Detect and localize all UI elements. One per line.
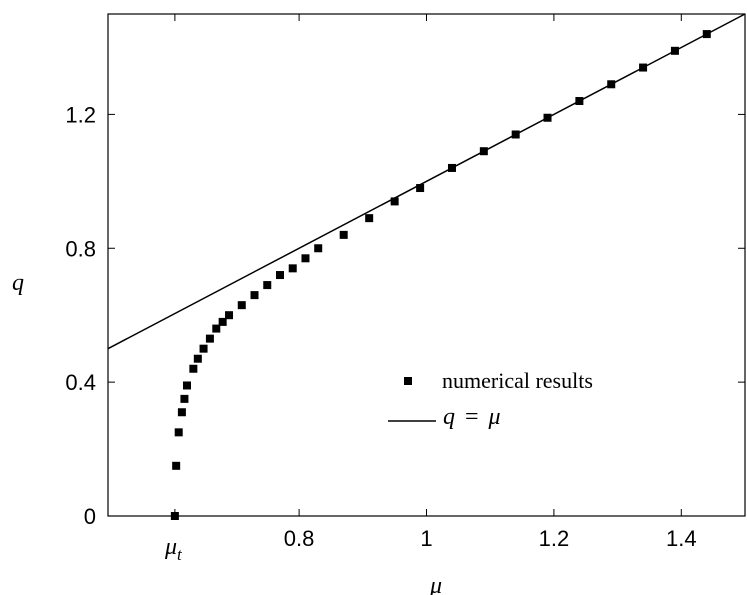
data-point — [218, 317, 227, 326]
legend-label-lhs: q — [443, 404, 455, 430]
data-point — [189, 364, 198, 373]
y-tick-label: 0.8 — [65, 236, 96, 261]
x-axis-label: μ — [429, 573, 442, 595]
data-point — [301, 254, 310, 263]
x-annotation-label: μt — [164, 534, 183, 564]
axes — [107, 13, 746, 517]
ticks: 0.8 1 1.2 1.4 0 0.4 0.8 1.2 — [65, 14, 745, 551]
data-point — [182, 381, 191, 390]
y-tick-label: 0 — [84, 504, 96, 529]
data-point — [263, 281, 272, 290]
x-annotation-mu-t: μt — [164, 534, 183, 564]
legend-label-eq: = — [465, 404, 479, 430]
data-point — [177, 408, 186, 417]
x-tick-label: 0.8 — [284, 526, 315, 551]
data-point — [174, 428, 183, 437]
data-point — [275, 271, 284, 280]
data-point — [416, 184, 425, 193]
plot-frame — [107, 13, 746, 517]
data-point — [170, 512, 179, 520]
data-point — [237, 301, 246, 310]
data-point — [193, 354, 202, 363]
data-point — [250, 291, 259, 300]
x-tick-label: 1.2 — [539, 526, 570, 551]
data-point — [205, 334, 214, 343]
x-annotation-subscript: t — [177, 545, 183, 564]
data-point — [314, 244, 323, 253]
x-tick-label: 1 — [420, 526, 432, 551]
data-point — [212, 324, 221, 333]
y-tick-label: 0.4 — [65, 370, 96, 395]
data-point — [172, 461, 181, 470]
data-point — [180, 394, 189, 403]
legend-marker-swatch — [404, 377, 412, 385]
data-point — [288, 264, 297, 273]
x-tick-label: 1.4 — [666, 526, 697, 551]
x-annotation-base: μ — [164, 534, 177, 560]
data-point — [365, 214, 374, 223]
legend: numerical results q = μ — [388, 368, 593, 430]
data-point — [339, 230, 348, 239]
legend-label-q-equals-mu: q = μ — [443, 404, 501, 430]
legend-label-rhs: μ — [488, 404, 501, 430]
series-line-q-equals-mu — [107, 13, 746, 350]
data-point — [225, 311, 234, 320]
data-point — [199, 344, 208, 353]
y-tick-label: 1.2 — [65, 102, 96, 127]
legend-label-numerical-results: numerical results — [442, 368, 593, 393]
y-axis-label: q — [12, 270, 24, 296]
data-point — [390, 197, 399, 206]
series — [107, 13, 746, 520]
